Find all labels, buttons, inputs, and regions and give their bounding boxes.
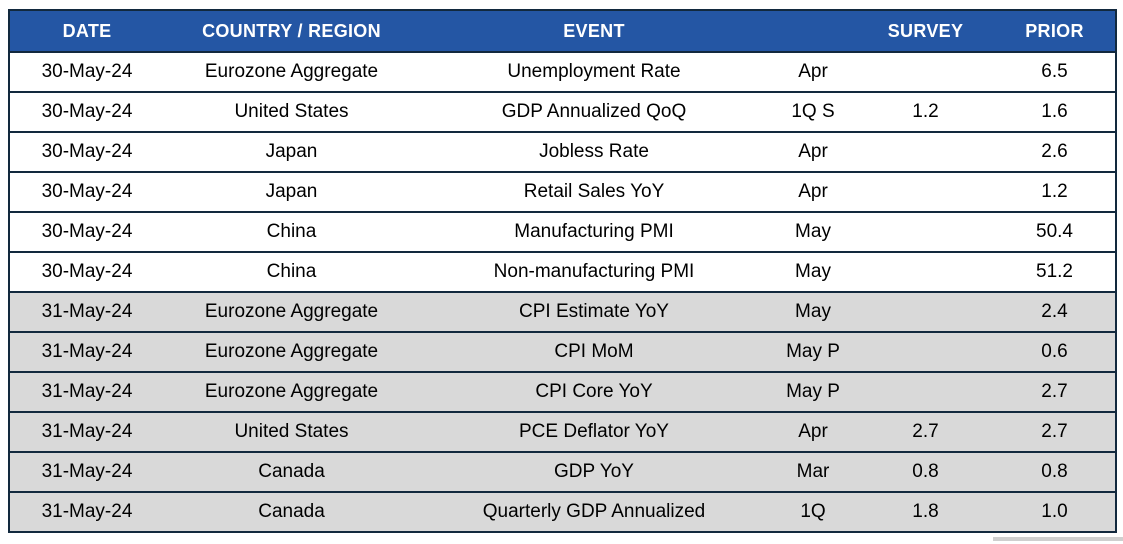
cell-period: Apr: [769, 131, 857, 172]
cell-survey: [857, 291, 994, 332]
cell-date: 30-May-24: [9, 51, 164, 92]
cell-date: 30-May-24: [9, 211, 164, 252]
cell-event: Unemployment Rate: [419, 51, 769, 92]
column-header-country: COUNTRY / REGION: [164, 10, 419, 53]
cell-country: Canada: [164, 451, 419, 492]
table-row: 31-May-24 Eurozone Aggregate CPI Core YoY M…: [9, 371, 1116, 412]
cell-survey: [857, 211, 994, 252]
economic-calendar-table: DATE COUNTRY / REGION EVENT SURVEY PRIOR…: [8, 9, 1117, 533]
cell-period: Mar: [769, 451, 857, 492]
cell-period: Apr: [769, 411, 857, 452]
cell-period: May P: [769, 331, 857, 372]
cell-date: 30-May-24: [9, 91, 164, 132]
table-row: 31-May-24 United States PCE Deflator YoY Ap…: [9, 411, 1116, 452]
table-row: 30-May-24 China Manufacturing PMI May 50.4: [9, 211, 1116, 252]
cell-prior: 6.5: [994, 51, 1116, 92]
column-header-period: [769, 10, 857, 53]
cell-country: Eurozone Aggregate: [164, 291, 419, 332]
cell-date: 31-May-24: [9, 491, 164, 532]
cell-date: 31-May-24: [9, 291, 164, 332]
cell-event: CPI MoM: [419, 331, 769, 372]
bottom-border-artifact: [993, 537, 1123, 541]
cell-country: Eurozone Aggregate: [164, 331, 419, 372]
table-row: 31-May-24 Eurozone Aggregate CPI Estimate …: [9, 291, 1116, 332]
cell-prior: 2.7: [994, 411, 1116, 452]
cell-prior: 0.8: [994, 451, 1116, 492]
cell-prior: 1.2: [994, 171, 1116, 212]
table-row: 30-May-24 Japan Jobless Rate Apr 2.6: [9, 131, 1116, 172]
cell-country: United States: [164, 411, 419, 452]
table-row: 30-May-24 United States GDP Annualized QoQ…: [9, 91, 1116, 132]
column-header-prior: PRIOR: [994, 10, 1116, 53]
cell-period: Apr: [769, 171, 857, 212]
table-row: 31-May-24 Eurozone Aggregate CPI MoM May P 0…: [9, 331, 1116, 372]
cell-event: CPI Estimate YoY: [419, 291, 769, 332]
cell-country: Eurozone Aggregate: [164, 371, 419, 412]
cell-period: Apr: [769, 51, 857, 92]
cell-survey: 2.7: [857, 411, 994, 452]
cell-period: May P: [769, 371, 857, 412]
table-row: 30-May-24 Eurozone Aggregate Unemployment …: [9, 51, 1116, 92]
cell-country: Eurozone Aggregate: [164, 51, 419, 92]
cell-prior: 1.6: [994, 91, 1116, 132]
table-row: 30-May-24 Japan Retail Sales YoY Apr 1.2: [9, 171, 1116, 212]
table-row: 31-May-24 Canada GDP YoY Mar 0.8 0.8: [9, 451, 1116, 492]
cell-period: May: [769, 251, 857, 292]
cell-date: 30-May-24: [9, 251, 164, 292]
cell-survey: [857, 331, 994, 372]
column-header-event: EVENT: [419, 10, 769, 53]
cell-survey: [857, 51, 994, 92]
cell-date: 31-May-24: [9, 451, 164, 492]
cell-survey: [857, 171, 994, 212]
cell-survey: [857, 251, 994, 292]
cell-date: 31-May-24: [9, 411, 164, 452]
cell-survey: 1.2: [857, 91, 994, 132]
cell-survey: 1.8: [857, 491, 994, 532]
cell-country: China: [164, 211, 419, 252]
cell-country: United States: [164, 91, 419, 132]
cell-prior: 0.6: [994, 331, 1116, 372]
cell-country: Japan: [164, 171, 419, 212]
table-row: 30-May-24 China Non-manufacturing PMI May 51…: [9, 251, 1116, 292]
cell-date: 30-May-24: [9, 131, 164, 172]
cell-event: GDP Annualized QoQ: [419, 91, 769, 132]
cell-event: Quarterly GDP Annualized: [419, 491, 769, 532]
cell-country: China: [164, 251, 419, 292]
cell-survey: 0.8: [857, 451, 994, 492]
column-header-date: DATE: [9, 10, 164, 53]
header-row: DATE COUNTRY / REGION EVENT SURVEY PRIOR: [9, 10, 1116, 53]
cell-prior: 51.2: [994, 251, 1116, 292]
cell-event: Jobless Rate: [419, 131, 769, 172]
table-body: 30-May-24 Eurozone Aggregate Unemployment …: [9, 51, 1116, 532]
cell-event: Retail Sales YoY: [419, 171, 769, 212]
cell-date: 31-May-24: [9, 331, 164, 372]
cell-prior: 1.0: [994, 491, 1116, 532]
cell-date: 30-May-24: [9, 171, 164, 212]
cell-period: May: [769, 291, 857, 332]
cell-period: 1Q: [769, 491, 857, 532]
column-header-survey: SURVEY: [857, 10, 994, 53]
cell-event: Manufacturing PMI: [419, 211, 769, 252]
cell-survey: [857, 131, 994, 172]
cell-prior: 2.4: [994, 291, 1116, 332]
cell-event: CPI Core YoY: [419, 371, 769, 412]
cell-period: May: [769, 211, 857, 252]
cell-period: 1Q S: [769, 91, 857, 132]
table-header: DATE COUNTRY / REGION EVENT SURVEY PRIOR: [9, 10, 1116, 53]
cell-date: 31-May-24: [9, 371, 164, 412]
cell-country: Japan: [164, 131, 419, 172]
economic-calendar-table-container: DATE COUNTRY / REGION EVENT SURVEY PRIOR…: [8, 9, 1117, 533]
cell-prior: 2.7: [994, 371, 1116, 412]
table-row: 31-May-24 Canada Quarterly GDP Annualized 1…: [9, 491, 1116, 532]
cell-survey: [857, 371, 994, 412]
cell-prior: 50.4: [994, 211, 1116, 252]
cell-prior: 2.6: [994, 131, 1116, 172]
cell-event: Non-manufacturing PMI: [419, 251, 769, 292]
cell-event: PCE Deflator YoY: [419, 411, 769, 452]
cell-event: GDP YoY: [419, 451, 769, 492]
cell-country: Canada: [164, 491, 419, 532]
